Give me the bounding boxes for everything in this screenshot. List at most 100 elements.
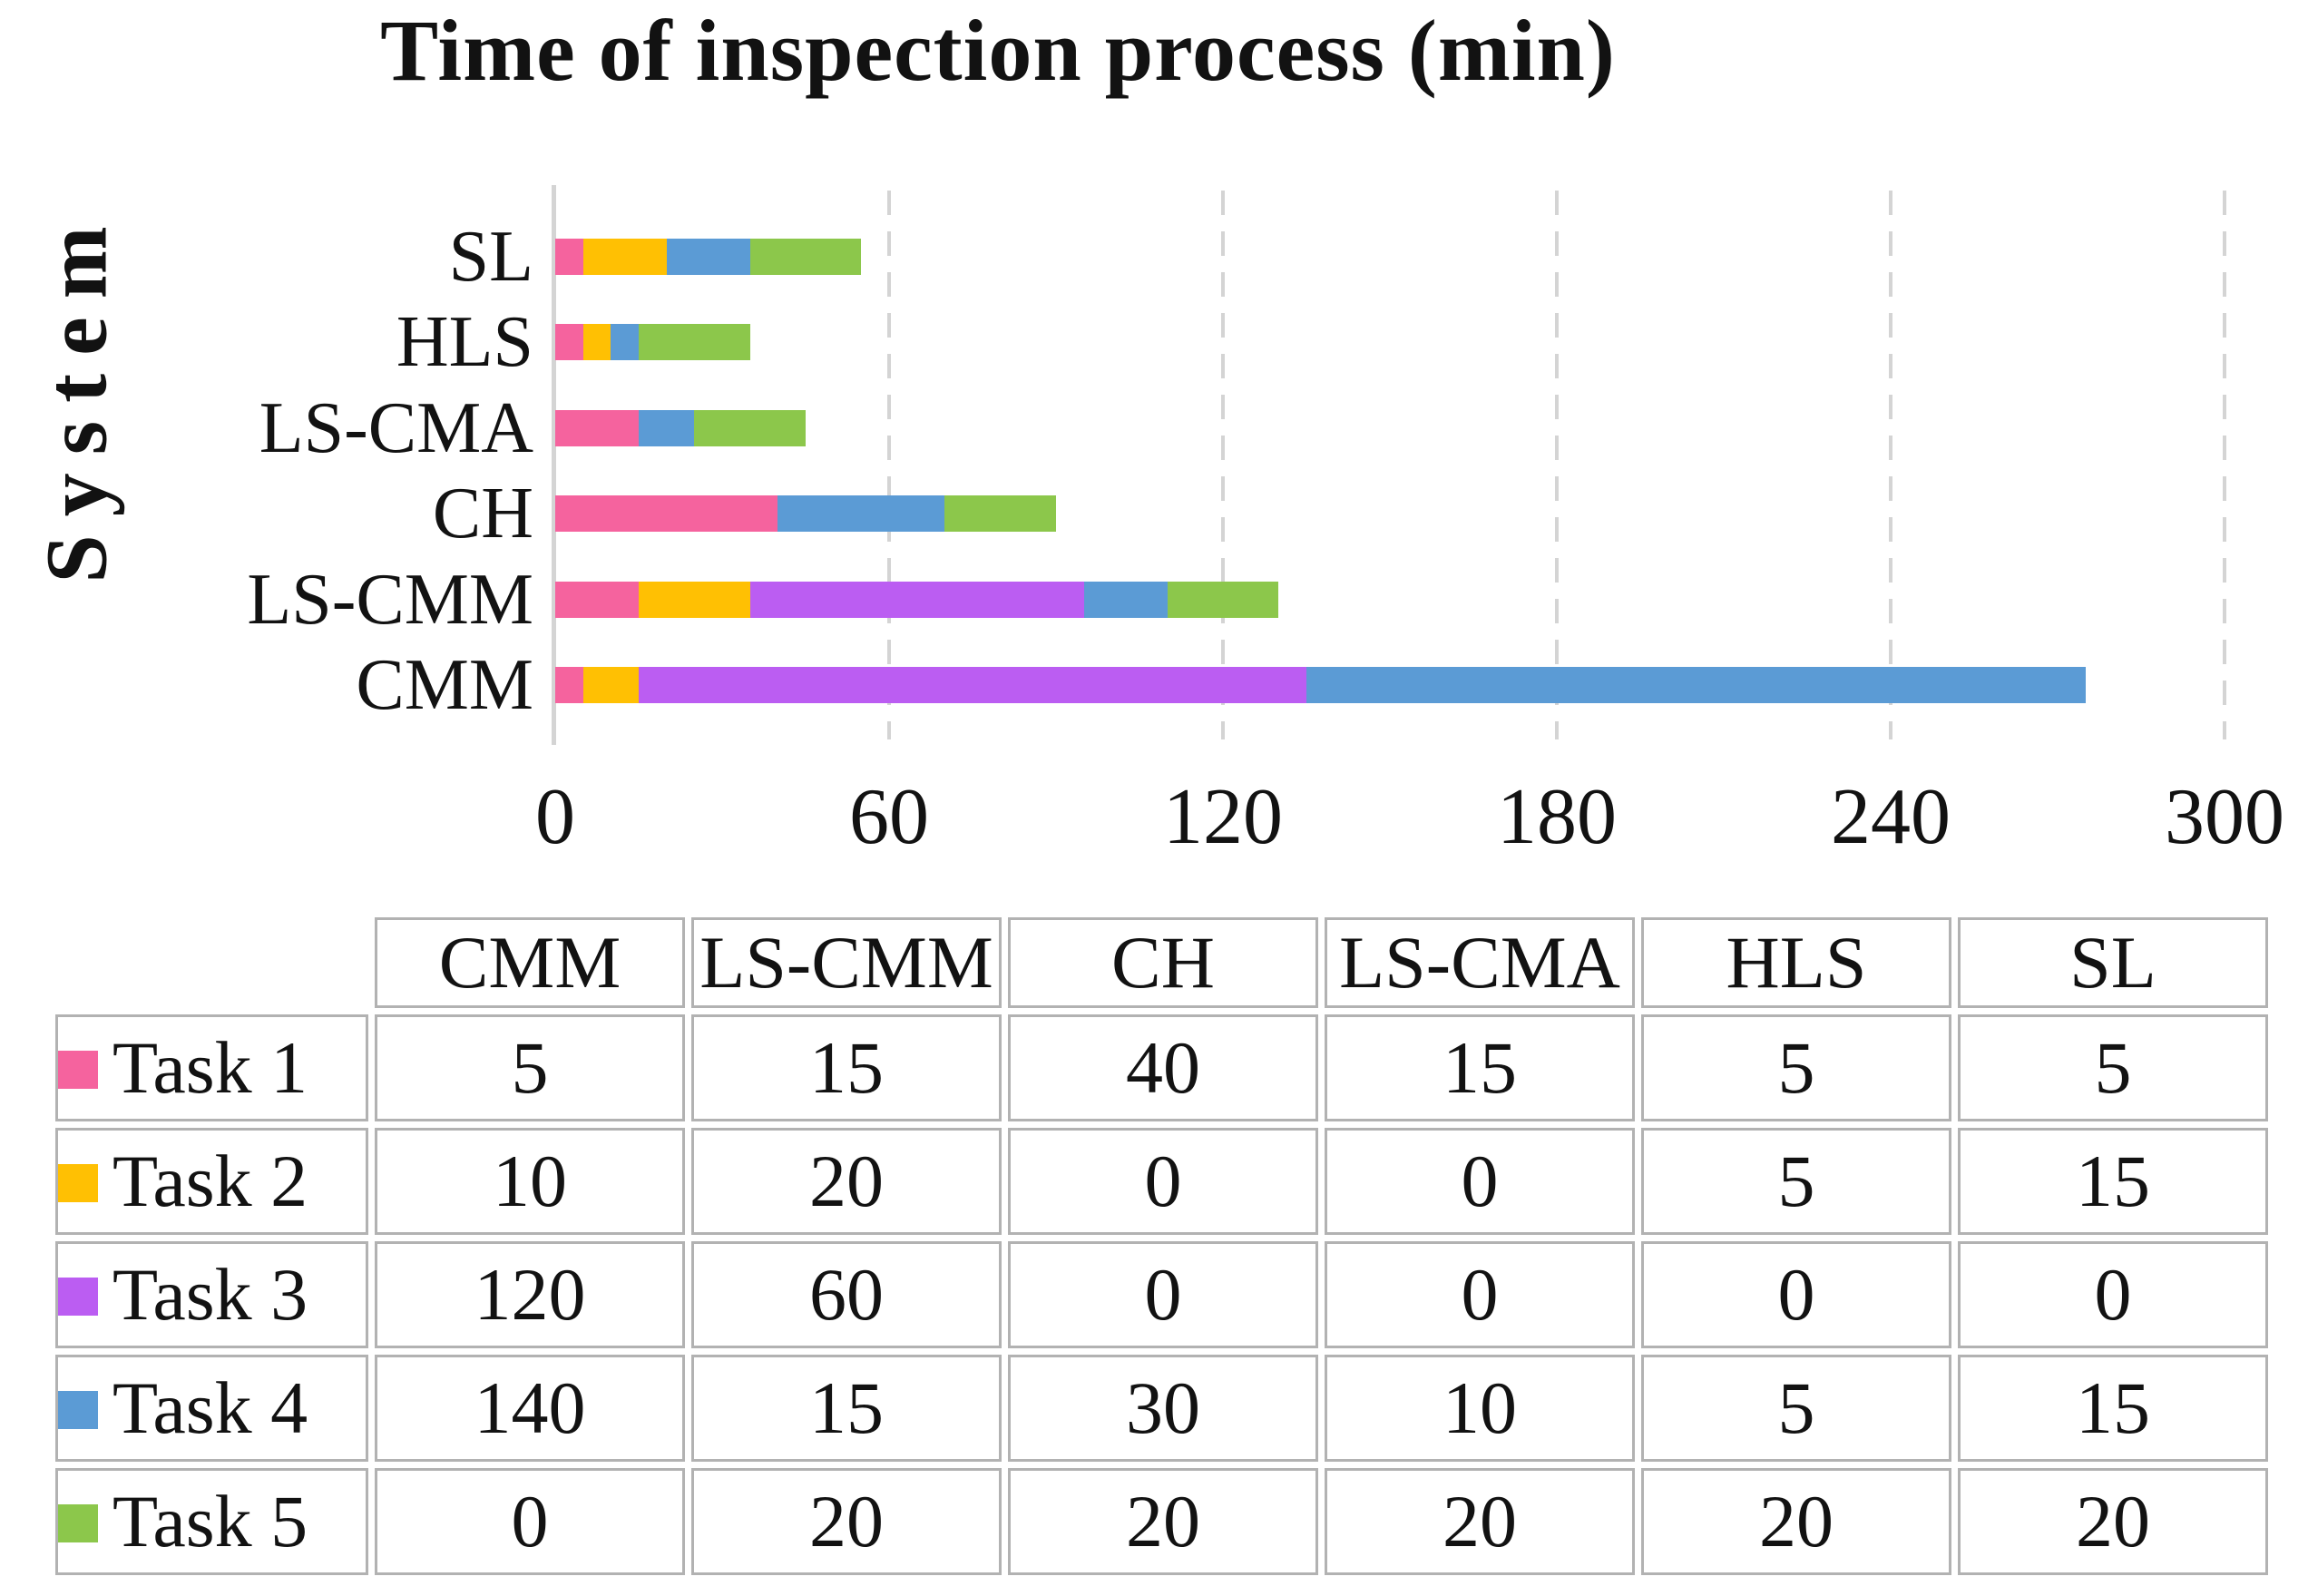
legend-swatch [58, 1164, 98, 1203]
y-axis-line [552, 185, 556, 745]
column-header-HLS: HLS [1641, 917, 1951, 1008]
table-value-cell: 0 [1641, 1241, 1951, 1348]
table-value-cell: 10 [375, 1128, 685, 1235]
table-value-cell: 5 [1641, 1128, 1951, 1235]
plot-area [552, 185, 2232, 745]
row-label-cell: Task 1 [55, 1014, 368, 1121]
bar-segment-task-2 [582, 667, 639, 703]
column-header-SL: SL [1958, 917, 2268, 1008]
table-value-cell: 60 [691, 1241, 1002, 1348]
x-tick-label-120: 120 [1163, 773, 1283, 861]
bar-segment-task-1 [555, 239, 583, 275]
table-value-cell: 20 [1008, 1468, 1318, 1575]
bar-segment-task-1 [555, 667, 583, 703]
column-header-LS-CMA: LS-CMA [1325, 917, 1635, 1008]
bar-segment-task-4 [777, 495, 945, 533]
chart-title: Time of inspection process (min) [380, 2, 1616, 99]
gridline-300 [2223, 191, 2226, 739]
table-row-task-3: Task 3 120 60 0 0 0 0 [55, 1241, 2268, 1348]
category-label-CMM: CMM [356, 645, 533, 725]
table-value-cell: 15 [1325, 1014, 1635, 1121]
category-label-LS-CMA: LS-CMA [259, 387, 533, 468]
bar-segment-task-3 [639, 667, 1306, 703]
bar-segment-task-2 [639, 581, 750, 618]
table-value-cell: 30 [1008, 1355, 1318, 1462]
bar-segment-task-1 [555, 581, 639, 618]
task-label: Task 4 [112, 1366, 308, 1449]
column-header-LS-CMM: LS-CMM [691, 917, 1002, 1008]
table-value-cell: 20 [1325, 1468, 1635, 1575]
table-value-cell: 10 [1325, 1355, 1635, 1462]
bar-segment-task-4 [639, 409, 695, 446]
legend-swatch [58, 1051, 98, 1090]
bar-segment-task-3 [749, 581, 1084, 618]
legend-swatch [58, 1278, 98, 1317]
row-label-cell: Task 3 [55, 1241, 368, 1348]
category-label-SL: SL [448, 217, 533, 297]
gridline-120 [1221, 191, 1225, 739]
task-label: Task 5 [112, 1480, 308, 1562]
table-value-cell: 0 [1008, 1241, 1318, 1348]
table-value-cell: 20 [1958, 1468, 2268, 1575]
data-table: CMM LS-CMM CH LS-CMA HLS SL Task 1 5 15 40 15 5 5 Ta… [49, 911, 2274, 1581]
bar-segment-task-5 [944, 495, 1056, 533]
bar-segment-task-5 [1167, 581, 1279, 618]
table-corner-cell [55, 917, 368, 1008]
table-value-cell: 0 [1325, 1241, 1635, 1348]
table-value-cell: 40 [1008, 1014, 1318, 1121]
table-value-cell: 0 [375, 1468, 685, 1575]
bar-segment-task-2 [582, 239, 667, 275]
bar-segment-task-4 [1083, 581, 1168, 618]
table-value-cell: 5 [1641, 1014, 1951, 1121]
bar-segment-task-1 [555, 324, 583, 361]
x-tick-label-300: 300 [2165, 773, 2284, 861]
row-label-cell: Task 2 [55, 1128, 368, 1235]
gridline-180 [1555, 191, 1559, 739]
x-tick-label-0: 0 [535, 773, 575, 861]
table-value-cell: 15 [1958, 1128, 2268, 1235]
table-header-row: CMM LS-CMM CH LS-CMA HLS SL [55, 917, 2268, 1008]
column-header-CMM: CMM [375, 917, 685, 1008]
table-value-cell: 5 [1641, 1355, 1951, 1462]
bar-segment-task-5 [639, 324, 750, 361]
table-value-cell: 15 [691, 1355, 1002, 1462]
gridline-240 [1889, 191, 1892, 739]
table-row-task-1: Task 1 5 15 40 15 5 5 [55, 1014, 2268, 1121]
category-label-HLS: HLS [396, 302, 533, 383]
table-value-cell: 140 [375, 1355, 685, 1462]
gridline-60 [887, 191, 891, 739]
column-header-CH: CH [1008, 917, 1318, 1008]
bar-segment-task-4 [666, 239, 750, 275]
row-label-cell: Task 4 [55, 1355, 368, 1462]
table-value-cell: 0 [1008, 1128, 1318, 1235]
table-value-cell: 0 [1958, 1241, 2268, 1348]
table-row-task-4: Task 4 140 15 30 10 5 15 [55, 1355, 2268, 1462]
table-value-cell: 20 [691, 1128, 1002, 1235]
table-value-cell: 0 [1325, 1128, 1635, 1235]
x-tick-label-240: 240 [1831, 773, 1951, 861]
table-value-cell: 20 [1641, 1468, 1951, 1575]
bar-segment-task-5 [694, 409, 806, 446]
y-axis-title-system: System [27, 208, 125, 583]
bar-segment-task-4 [1306, 667, 2086, 703]
category-label-LS-CMM: LS-CMM [247, 559, 533, 640]
row-label-cell: Task 5 [55, 1468, 368, 1575]
legend-swatch [58, 1391, 98, 1430]
table-row-task-5: Task 5 0 20 20 20 20 20 [55, 1468, 2268, 1575]
bar-segment-task-1 [555, 495, 778, 533]
table-value-cell: 5 [375, 1014, 685, 1121]
x-tick-label-60: 60 [849, 773, 929, 861]
table-value-cell: 120 [375, 1241, 685, 1348]
bar-segment-task-1 [555, 409, 639, 446]
table-value-cell: 20 [691, 1468, 1002, 1575]
legend-swatch [58, 1504, 98, 1543]
task-label: Task 3 [112, 1253, 308, 1336]
table-row-task-2: Task 2 10 20 0 0 5 15 [55, 1128, 2268, 1235]
x-tick-label-180: 180 [1497, 773, 1617, 861]
category-label-CH: CH [432, 474, 533, 554]
bar-segment-task-5 [749, 239, 862, 275]
table-value-cell: 15 [691, 1014, 1002, 1121]
table-value-cell: 5 [1958, 1014, 2268, 1121]
task-label: Task 2 [112, 1140, 308, 1222]
